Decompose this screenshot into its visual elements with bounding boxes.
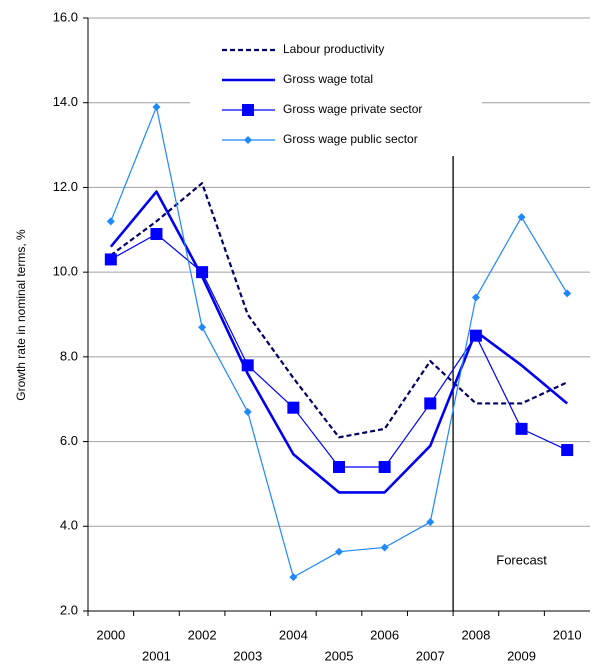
marker-diamond bbox=[380, 543, 389, 552]
legend-label: Gross wage total bbox=[283, 72, 373, 86]
x-tick-label: 2009 bbox=[507, 648, 536, 663]
y-tick-label: 14.0 bbox=[53, 94, 78, 109]
marker-diamond bbox=[563, 289, 572, 298]
y-tick-label: 16.0 bbox=[53, 9, 78, 24]
marker-square bbox=[104, 253, 117, 266]
y-tick-label: 6.0 bbox=[60, 433, 78, 448]
forecast-label: Forecast bbox=[496, 552, 547, 567]
legend-label: Gross wage private sector bbox=[283, 102, 422, 116]
x-tick-label: 2000 bbox=[96, 627, 125, 642]
x-tick-label: 2006 bbox=[370, 627, 399, 642]
marker-square bbox=[333, 460, 345, 473]
y-tick-label: 8.0 bbox=[60, 348, 78, 363]
marker-square bbox=[241, 359, 254, 372]
legend-label: Gross wage public sector bbox=[283, 132, 418, 146]
marker-square bbox=[242, 104, 254, 116]
x-tick-label: 2010 bbox=[553, 627, 582, 642]
marker-square bbox=[424, 397, 437, 410]
y-tick-label: 2.0 bbox=[60, 602, 78, 617]
marker-diamond bbox=[289, 573, 298, 582]
x-tick-label: 2003 bbox=[233, 648, 262, 663]
y-tick-label: 4.0 bbox=[60, 518, 78, 533]
series-line bbox=[110, 182, 568, 439]
x-tick-label: 2007 bbox=[416, 648, 445, 663]
y-axis-label: Growth rate in nominal terms, % bbox=[14, 229, 28, 401]
x-tick-label: 2002 bbox=[188, 627, 217, 642]
marker-diamond bbox=[152, 102, 161, 111]
x-tick-label: 2001 bbox=[142, 648, 171, 663]
marker-square bbox=[561, 444, 574, 457]
marker-square bbox=[378, 460, 391, 473]
marker-diamond bbox=[106, 217, 115, 226]
marker-diamond bbox=[198, 323, 207, 332]
x-tick-label: 2004 bbox=[279, 627, 308, 642]
marker-diamond bbox=[471, 293, 480, 302]
y-tick-label: 10.0 bbox=[53, 264, 78, 279]
marker-square bbox=[287, 401, 300, 414]
legend-label: Labour productivity bbox=[283, 42, 384, 56]
marker-square bbox=[196, 266, 209, 279]
marker-diamond bbox=[244, 136, 252, 144]
marker-diamond bbox=[426, 518, 435, 527]
marker-diamond bbox=[517, 213, 526, 222]
x-tick-label: 2005 bbox=[325, 648, 354, 663]
marker-square bbox=[469, 329, 482, 342]
marker-square bbox=[515, 422, 528, 435]
marker-diamond bbox=[243, 407, 252, 416]
marker-diamond bbox=[335, 547, 343, 556]
series-line bbox=[109, 190, 569, 494]
series-line bbox=[110, 106, 568, 578]
legend-box bbox=[190, 34, 482, 156]
y-tick-label: 12.0 bbox=[53, 179, 78, 194]
x-tick-label: 2008 bbox=[461, 627, 490, 642]
series-line bbox=[110, 233, 568, 468]
marker-square bbox=[150, 228, 163, 241]
